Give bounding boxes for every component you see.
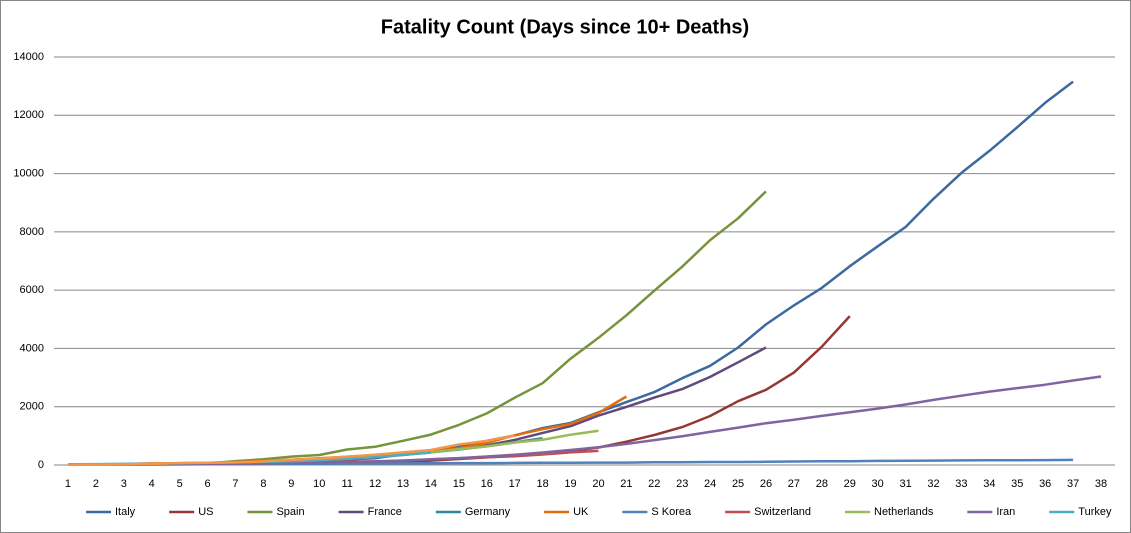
x-tick-label: 16 <box>481 478 493 490</box>
y-tick-label: 12000 <box>13 109 44 121</box>
y-tick-label: 10000 <box>13 167 44 179</box>
x-tick-label: 29 <box>844 478 856 490</box>
x-tick-label: 9 <box>288 478 294 490</box>
y-tick-label: 6000 <box>20 284 44 296</box>
y-tick-label: 8000 <box>20 226 44 238</box>
legend-label: S Korea <box>651 506 692 518</box>
x-tick-label: 17 <box>509 478 521 490</box>
x-tick-label: 31 <box>899 478 911 490</box>
legend-label: Germany <box>465 506 511 518</box>
x-tick-label: 4 <box>149 478 155 490</box>
x-tick-label: 37 <box>1067 478 1079 490</box>
x-tick-label: 35 <box>1011 478 1023 490</box>
x-tick-label: 34 <box>983 478 995 490</box>
x-tick-label: 30 <box>872 478 884 490</box>
legend-label: Netherlands <box>874 506 934 518</box>
x-tick-label: 12 <box>369 478 381 490</box>
x-tick-label: 26 <box>760 478 772 490</box>
x-tick-label: 11 <box>341 478 352 490</box>
y-tick-label: 0 <box>38 459 44 471</box>
x-tick-label: 7 <box>232 478 238 490</box>
x-tick-label: 14 <box>425 478 437 490</box>
y-tick-label: 2000 <box>20 401 44 413</box>
x-tick-label: 15 <box>453 478 465 490</box>
y-tick-label: 4000 <box>20 342 44 354</box>
x-tick-label: 32 <box>927 478 939 490</box>
x-tick-label: 24 <box>704 478 716 490</box>
x-tick-label: 1 <box>65 478 71 490</box>
legend-label: Turkey <box>1078 506 1112 518</box>
x-tick-label: 8 <box>260 478 266 490</box>
x-tick-label: 13 <box>397 478 409 490</box>
x-tick-label: 18 <box>536 478 548 490</box>
series-line <box>67 434 515 466</box>
x-tick-label: 21 <box>620 478 632 490</box>
legend-label: Spain <box>276 506 304 518</box>
x-tick-label: 27 <box>788 478 800 490</box>
x-tick-label: 19 <box>564 478 576 490</box>
x-tick-label: 22 <box>648 478 660 490</box>
legend-label: Italy <box>115 506 136 518</box>
x-tick-label: 38 <box>1095 478 1107 490</box>
x-tick-label: 36 <box>1039 478 1051 490</box>
legend-label: France <box>368 506 402 518</box>
x-tick-label: 25 <box>732 478 744 490</box>
x-tick-label: 3 <box>121 478 127 490</box>
x-tick-label: 28 <box>816 478 828 490</box>
x-tick-label: 20 <box>592 478 604 490</box>
x-tick-label: 5 <box>177 478 183 490</box>
x-tick-label: 23 <box>676 478 688 490</box>
x-tick-label: 2 <box>93 478 99 490</box>
legend-label: Switzerland <box>754 506 811 518</box>
y-tick-label: 14000 <box>13 51 44 63</box>
x-tick-label: 10 <box>313 478 325 490</box>
chart-title: Fatality Count (Days since 10+ Deaths) <box>381 16 749 38</box>
x-tick-label: 33 <box>955 478 967 490</box>
legend-label: Iran <box>996 506 1015 518</box>
legend-label: UK <box>573 506 589 518</box>
x-tick-label: 6 <box>205 478 211 490</box>
legend-label: US <box>198 506 213 518</box>
